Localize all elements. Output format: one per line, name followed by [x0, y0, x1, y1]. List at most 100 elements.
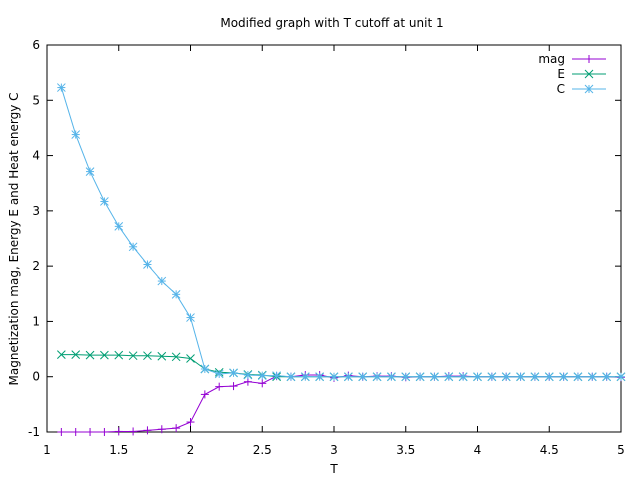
y-tick-label: 1 [32, 314, 40, 328]
data-point-C [71, 130, 81, 139]
data-point-C [315, 372, 325, 382]
data-point-C [587, 372, 597, 382]
x-axis: 1 1.5 2 2.5 3 3.5 4 4.5 5 [43, 45, 625, 457]
data-point-E [56, 350, 66, 359]
data-point-C [487, 372, 497, 382]
data-point-C [243, 370, 253, 380]
data-point-mag [200, 390, 209, 399]
data-point-C [415, 372, 425, 382]
series-line-C [60, 87, 621, 378]
chart-title: Modified graph with T cutoff at unit 1 [220, 16, 443, 30]
y-tick-label: 6 [32, 38, 40, 52]
data-point-E [171, 352, 181, 362]
data-point-C [157, 276, 167, 286]
data-point-C [300, 372, 310, 382]
data-point-C [56, 83, 66, 92]
data-point-C [458, 372, 468, 382]
y-tick-label: -1 [28, 425, 40, 439]
data-point-E [143, 351, 152, 361]
data-point-C [114, 221, 124, 231]
data-point-mag [129, 427, 138, 436]
legend-marker-mag [585, 55, 593, 63]
data-point-E [114, 350, 124, 360]
data-point-E [186, 354, 195, 363]
x-tick-label: 2.5 [253, 443, 272, 457]
x-tick-label: 1 [43, 443, 51, 457]
data-point-E [71, 350, 81, 359]
data-point-C [171, 289, 181, 299]
data-point-C [214, 369, 224, 379]
data-point-C [128, 242, 138, 252]
x-tick-label: 4 [474, 443, 482, 457]
data-point-C [444, 372, 454, 382]
data-point-C [85, 167, 95, 176]
data-point-E [85, 350, 95, 360]
data-point-mag [100, 428, 109, 436]
data-point-mag [258, 379, 267, 388]
series-C [56, 83, 626, 382]
data-point-C [516, 372, 525, 382]
data-point-C [100, 197, 109, 206]
data-point-mag [215, 382, 224, 391]
data-point-C [143, 260, 152, 269]
data-point-mag [229, 382, 238, 391]
data-point-mag [114, 427, 123, 436]
legend-marker-E [584, 69, 594, 79]
data-point-C [430, 372, 439, 382]
x-tick-label: 1.5 [109, 443, 128, 457]
data-point-C [343, 372, 353, 382]
data-point-C [200, 364, 210, 374]
data-point-mag [172, 424, 181, 433]
data-point-C [616, 372, 626, 382]
data-point-C [257, 371, 267, 380]
y-axis-label: Magnetization mag, Energy E and Heat ene… [7, 93, 21, 386]
x-tick-label: 3 [330, 443, 338, 457]
y-tick-label: 2 [32, 259, 40, 273]
data-point-E [128, 351, 138, 361]
data-point-C [544, 372, 554, 382]
data-point-C [229, 368, 238, 378]
series-layer [56, 83, 626, 436]
legend-label-E: E [557, 67, 565, 81]
data-point-C [329, 372, 339, 382]
data-point-mag [86, 428, 95, 436]
x-tick-label: 4.5 [540, 443, 559, 457]
y-tick-label: 5 [32, 93, 40, 107]
x-tick-label: 2 [187, 443, 195, 457]
data-point-C [530, 372, 540, 382]
data-point-C [602, 372, 612, 382]
data-point-C [573, 372, 583, 382]
data-point-C [272, 371, 281, 380]
x-axis-label: T [329, 462, 338, 476]
data-point-mag [71, 428, 80, 436]
data-point-E [157, 351, 167, 361]
series-mag [57, 371, 625, 436]
data-point-C [186, 313, 195, 322]
series-E [56, 350, 626, 382]
x-tick-label: 5 [617, 443, 625, 457]
data-point-C [473, 372, 482, 382]
data-point-mag [143, 426, 152, 435]
legend-marker-C [584, 84, 594, 94]
data-point-mag [186, 418, 195, 427]
data-point-C [401, 372, 411, 382]
y-tick-label: 3 [32, 204, 40, 218]
data-point-C [286, 372, 296, 382]
x-tick-label: 3.5 [396, 443, 415, 457]
data-point-mag [157, 425, 166, 434]
y-tick-label: 4 [32, 149, 40, 163]
data-point-C [372, 372, 382, 382]
data-point-C [358, 372, 368, 382]
legend-label-C: C [557, 82, 565, 96]
data-point-C [559, 372, 568, 382]
data-point-C [387, 372, 396, 382]
series-line-mag [61, 374, 622, 433]
data-point-mag [57, 428, 66, 436]
legend-label-mag: mag [538, 52, 565, 66]
data-point-C [501, 372, 511, 382]
y-tick-label: 0 [32, 370, 40, 384]
y-axis: -1 0 1 2 3 4 5 6 [28, 38, 621, 439]
data-point-E [100, 350, 109, 360]
